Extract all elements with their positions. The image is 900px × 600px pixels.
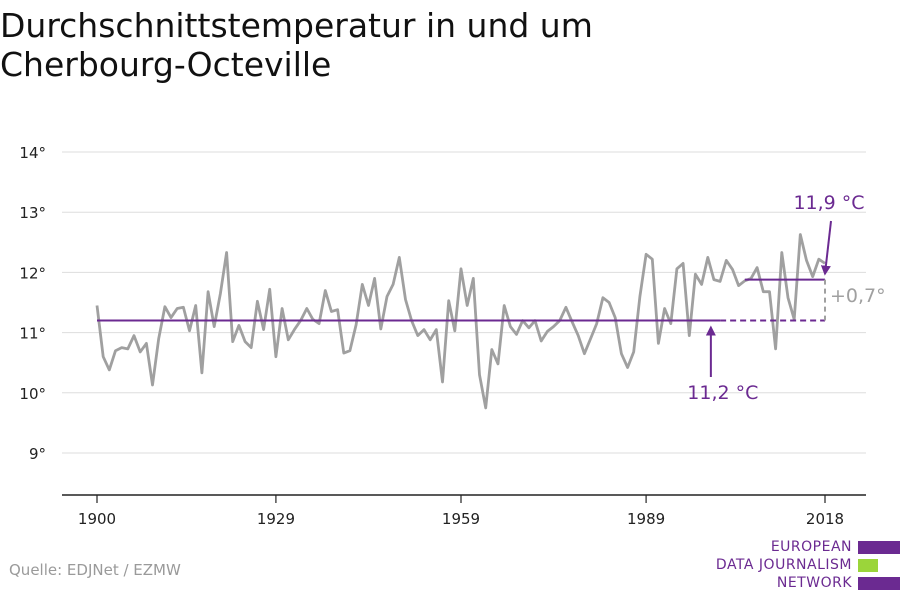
source-note: Quelle: EDJNet / EZMW	[9, 561, 181, 579]
baseline-annotation-label: 11,2 °C	[687, 382, 758, 404]
y-tick-label: 14°	[19, 144, 46, 162]
x-tick-label: 2018	[806, 510, 844, 528]
recent-annotation-arrow	[820, 220, 832, 276]
logo-bar-purple-2	[858, 577, 900, 590]
x-tick-label: 1929	[257, 510, 295, 528]
recent-annotation-label: 11,9 °C	[793, 192, 864, 214]
logo-bar-green	[858, 559, 878, 572]
x-tick-label: 1959	[442, 510, 480, 528]
y-tick-label: 11°	[19, 325, 46, 343]
y-tick-label: 9°	[29, 445, 46, 463]
x-tick-label: 1989	[627, 510, 665, 528]
edjnet-logo: EUROPEAN DATA JOURNALISM NETWORK	[690, 538, 900, 598]
logo-line-2: DATA JOURNALISM	[715, 557, 852, 573]
chart-title: Durchschnittstemperatur in und um Cherbo…	[0, 6, 593, 84]
y-tick-label: 10°	[19, 385, 46, 403]
temperature-series-line	[95, 233, 826, 410]
x-tick-label: 1900	[78, 510, 116, 528]
y-tick-label: 12°	[19, 264, 46, 282]
logo-line-1: EUROPEAN	[770, 539, 852, 555]
y-tick-label: 13°	[19, 204, 46, 222]
delta-label: +0,7°	[830, 285, 886, 307]
logo-line-3: NETWORK	[776, 575, 852, 591]
logo-bar-purple-1	[858, 541, 900, 554]
